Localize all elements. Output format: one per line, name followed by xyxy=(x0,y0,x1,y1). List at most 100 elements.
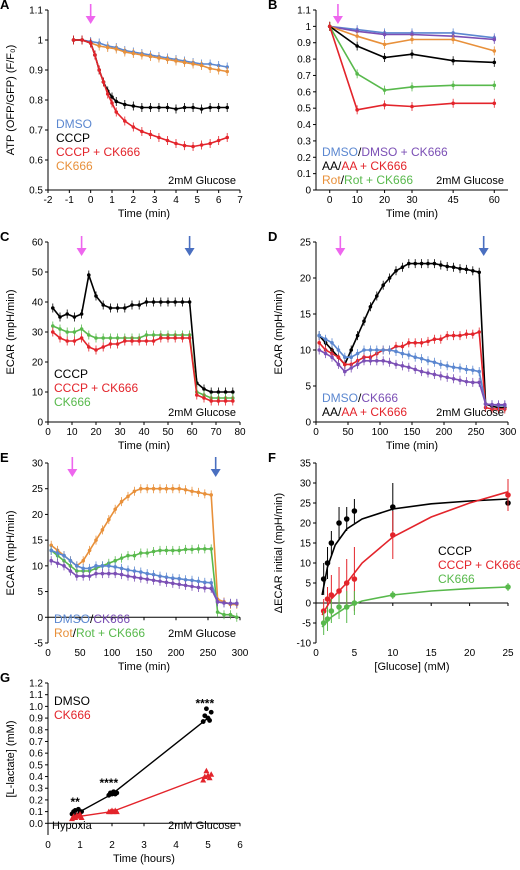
data-point xyxy=(190,578,194,583)
legend-line: DMSO/DMSO + CK666 xyxy=(322,145,448,159)
x-tick-label: 0 xyxy=(313,648,319,659)
data-point xyxy=(471,368,475,372)
data-point xyxy=(79,336,84,340)
data-point xyxy=(101,345,105,349)
data-point xyxy=(191,105,195,110)
treatment-arrowhead xyxy=(335,248,346,256)
y-tick-label: 20 xyxy=(300,519,312,530)
data-point xyxy=(209,399,213,403)
data-point xyxy=(164,548,169,553)
data-point xyxy=(477,330,482,334)
x-tick-label: -2 xyxy=(44,195,53,206)
y-tick-label: 10 xyxy=(300,346,312,357)
data-point xyxy=(432,360,437,365)
x-tick-label: 80 xyxy=(234,427,246,438)
data-point xyxy=(166,336,170,340)
data-point xyxy=(151,300,156,304)
legend-line: AA/AA + CK666 xyxy=(322,159,407,173)
data-point xyxy=(445,333,450,338)
x-tick-label: 60 xyxy=(186,427,198,438)
series-cccp-ck666 xyxy=(71,35,229,151)
data-point xyxy=(79,312,84,316)
x-tick-label: 100 xyxy=(104,648,121,659)
data-point xyxy=(320,620,327,626)
data-point xyxy=(413,341,418,345)
treatment-arrowhead xyxy=(478,248,489,256)
data-point xyxy=(62,558,66,563)
data-point xyxy=(355,34,359,38)
y-tick-label: 35 xyxy=(300,459,312,470)
legend-segment: / xyxy=(358,391,362,405)
panel-a: A -2 -1 0 1 2 3 4 5 6 7 0.5 0.6 0.7 0.8 0.9 1 1.1 Time (mi… xyxy=(0,0,243,220)
data-point xyxy=(323,351,328,356)
y-tick-label: 0 xyxy=(305,186,311,197)
data-point xyxy=(65,312,69,316)
y-tick-label: 0.3 xyxy=(29,784,43,795)
legend-line: Rot/Rot + CK666 xyxy=(54,626,145,640)
data-point xyxy=(343,362,347,367)
data-point xyxy=(381,283,386,288)
x-tick-label: 10 xyxy=(387,648,399,659)
condition-annotation: 2mM Glucose xyxy=(436,407,504,419)
series-line xyxy=(50,487,237,606)
x-tick-label: 30 xyxy=(114,427,126,438)
data-point xyxy=(451,333,456,338)
x-tick-label: 4 xyxy=(173,195,179,206)
data-point xyxy=(158,486,162,491)
data-point xyxy=(355,333,360,338)
data-point xyxy=(100,528,105,532)
x-tick-label: 250 xyxy=(468,427,485,438)
data-point xyxy=(223,390,228,394)
data-point xyxy=(439,263,443,267)
data-point xyxy=(362,319,366,324)
data-point xyxy=(382,55,387,60)
condition-annotation: 2mM Glucose xyxy=(168,407,236,419)
data-point xyxy=(351,508,358,514)
panel-g: G0 1 2 3 4 5 60.00.10.20.30.40.50.60.70.80.91.… xyxy=(0,670,243,865)
data-point xyxy=(131,125,136,129)
y-tick-label: 0 xyxy=(305,418,311,429)
data-point xyxy=(171,548,175,553)
data-point xyxy=(426,339,430,344)
data-point xyxy=(483,402,488,406)
data-point xyxy=(208,771,215,777)
data-point xyxy=(110,101,114,105)
data-point xyxy=(51,306,55,310)
data-point xyxy=(126,494,130,499)
y-tick-label: 0.6 xyxy=(29,156,43,167)
data-point xyxy=(413,261,418,266)
series-line xyxy=(329,25,495,41)
data-point xyxy=(81,574,85,578)
data-point xyxy=(477,270,482,275)
data-point xyxy=(231,390,235,394)
y-tick-label: 0.3 xyxy=(297,136,311,147)
y-tick-label: 0 xyxy=(37,418,43,429)
data-point xyxy=(140,129,144,134)
data-point xyxy=(173,300,177,304)
x-axis-label: Time (min) xyxy=(386,208,438,220)
y-tick-label: 0.7 xyxy=(297,71,311,82)
data-point xyxy=(400,265,405,270)
data-point xyxy=(114,47,119,51)
data-point xyxy=(381,359,386,363)
legend-line: DMSO/CK666 xyxy=(54,612,130,626)
y-tick-label: -5 xyxy=(302,619,311,630)
y-tick-label: 1.2 xyxy=(29,679,43,690)
legend-segment: Rot xyxy=(322,173,341,187)
data-point xyxy=(58,327,62,331)
data-point xyxy=(343,516,350,522)
data-point xyxy=(368,305,373,309)
data-point xyxy=(419,356,424,361)
data-point xyxy=(458,378,462,383)
x-tick-label: 200 xyxy=(436,427,453,438)
data-point xyxy=(330,355,334,360)
data-point xyxy=(505,492,511,498)
data-point xyxy=(445,375,450,380)
data-point xyxy=(387,276,392,280)
data-point xyxy=(324,616,331,622)
panel-f: F 0 5 10 15 20 25 -10 -5 0 5 10 15 20 25 30 35 [Glucose] … xyxy=(268,450,520,673)
y-tick-label: 1.1 xyxy=(29,6,43,17)
data-point xyxy=(199,63,204,68)
condition-annotation: 2mM Glucose xyxy=(436,175,504,187)
x-tick-label: 3 xyxy=(152,195,158,206)
